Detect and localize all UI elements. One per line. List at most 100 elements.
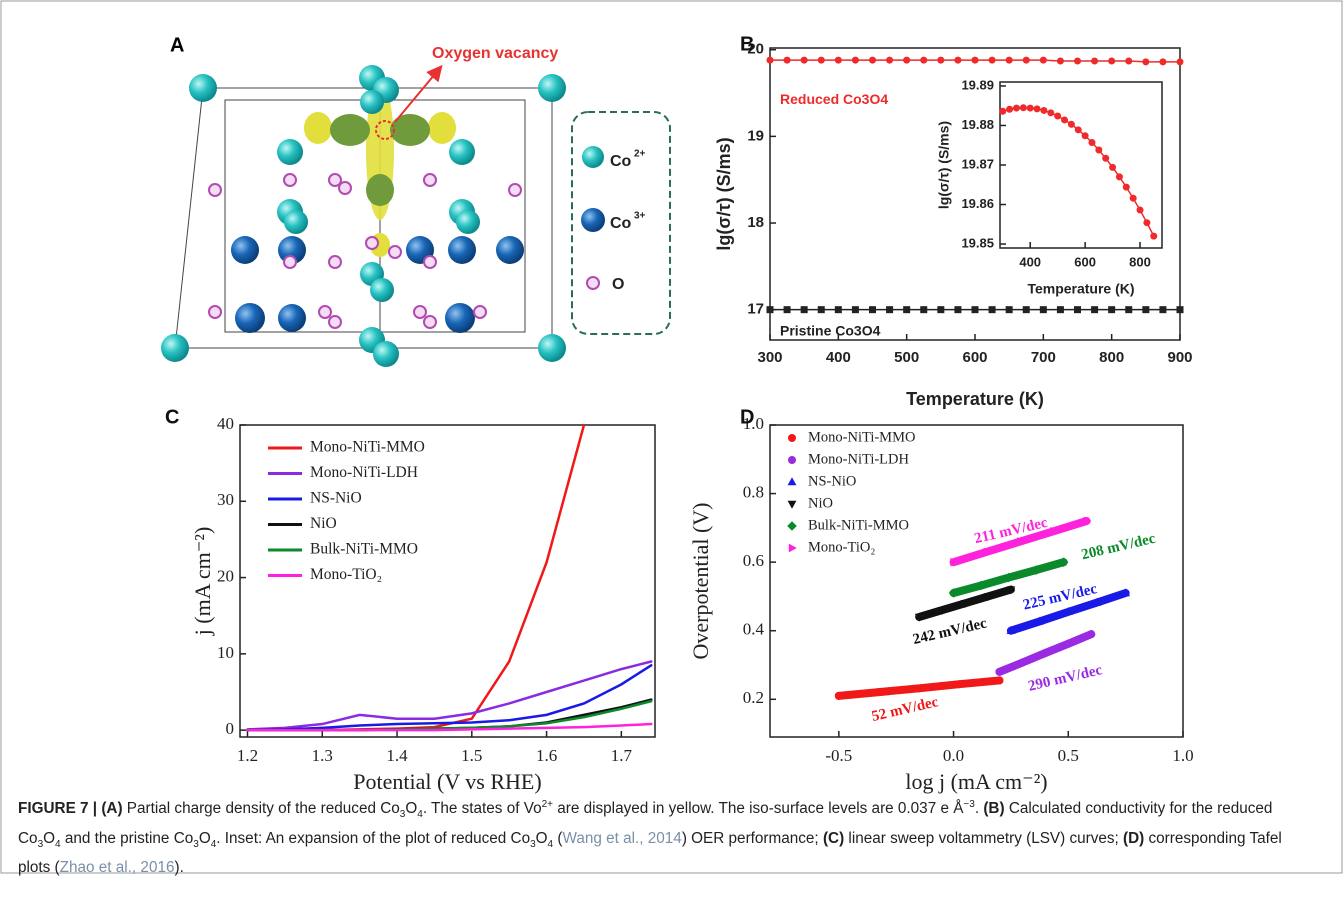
marker: [1006, 625, 1016, 634]
caption-normal: Calculated conductivity for the reduced …: [18, 800, 1273, 847]
marker: [1033, 105, 1041, 113]
marker: [834, 56, 842, 64]
x-tick-label: 1.6: [536, 746, 557, 765]
marker: [787, 500, 797, 509]
marker: [903, 56, 911, 64]
marker: [995, 676, 1004, 685]
marker: [954, 306, 962, 314]
marker: [955, 680, 964, 689]
caption-normal: and the pristine Co: [60, 829, 194, 847]
x-tick-label: 400: [826, 349, 851, 366]
marker: [1047, 109, 1055, 117]
caption-normal: O: [535, 829, 548, 847]
marker: [1125, 57, 1133, 65]
y-tick-label: 19.87: [961, 156, 994, 171]
caption-link[interactable]: Wang et al., 2014: [562, 829, 682, 847]
marker: [1115, 173, 1123, 181]
caption-sub: 4: [417, 809, 423, 821]
caption: FIGURE 7 | (A) Partial charge density of…: [18, 793, 1318, 880]
marker: [1150, 232, 1158, 240]
series-label: Reduced Co3O4: [780, 91, 888, 107]
y-tick-label: 20: [747, 41, 764, 58]
marker: [1041, 649, 1050, 657]
marker: [995, 667, 1004, 676]
legend-text: O: [612, 276, 624, 293]
x-tick-label: 1.5: [461, 746, 482, 765]
y-axis-label: j (mA cm⁻²): [190, 527, 215, 637]
marker: [834, 691, 843, 700]
marker: [783, 56, 791, 64]
figure-frame: [0, 0, 1343, 874]
caption-normal: O: [198, 829, 211, 847]
marker: [1136, 206, 1144, 214]
marker: [1006, 105, 1014, 113]
marker: [1095, 146, 1103, 154]
y-tick-label: 40: [217, 414, 234, 433]
caption-sub: 3: [193, 838, 199, 850]
caption-sub: 3: [530, 838, 536, 850]
caption-normal: .: [974, 800, 984, 818]
marker: [869, 56, 876, 64]
annotation: Oxygen vacancy: [432, 45, 558, 62]
line: [246, 660, 653, 731]
marker: [1122, 183, 1130, 191]
legend-superscript: 2+: [634, 149, 646, 160]
caption-normal: . Inset: An expansion of the plot of red…: [216, 829, 531, 847]
marker: [971, 306, 979, 314]
legend-label: NiO: [808, 495, 833, 511]
marker: [1102, 154, 1110, 162]
marker: [1005, 306, 1013, 314]
plot-area: [769, 424, 1184, 738]
marker: [903, 306, 911, 314]
y-tick-label: 30: [217, 490, 234, 509]
legend-label: Mono-TiO₂: [310, 566, 382, 583]
legend-superscript: 3+: [634, 211, 646, 222]
marker: [851, 306, 859, 314]
marker: [937, 606, 947, 615]
legend-label: Mono-NiTi-MMO: [808, 429, 915, 445]
y-tick-label: 17: [747, 301, 764, 318]
marker: [1142, 306, 1150, 314]
marker: [1159, 306, 1167, 314]
caption-bold: (D): [1123, 829, 1145, 847]
marker: [788, 456, 796, 464]
marker: [1005, 56, 1013, 64]
marker: [766, 306, 774, 314]
caption-sub: 3: [399, 809, 406, 821]
marker: [948, 588, 959, 598]
legend-label: Mono-NiTi-LDH: [808, 451, 910, 467]
marker: [1003, 572, 1014, 583]
marker: [920, 306, 928, 314]
y-tick-label: 0.8: [743, 482, 764, 501]
y-tick-label: 0.2: [743, 688, 764, 707]
marker: [1058, 557, 1069, 567]
x-tick-label: 600: [962, 349, 987, 366]
y-tick-label: 19.88: [961, 117, 994, 132]
marker: [1109, 163, 1117, 171]
x-tick-label: -0.5: [825, 746, 852, 765]
y-tick-label: 20: [217, 566, 234, 585]
x-axis-label: log j (mA cm⁻²): [905, 769, 1047, 794]
marker: [988, 306, 996, 314]
marker: [800, 56, 808, 64]
marker: [976, 580, 986, 591]
legend-label: Mono-NiTi-LDH: [310, 464, 418, 481]
caption-sub: 4: [547, 838, 554, 850]
marker: [1125, 306, 1133, 314]
marker: [787, 521, 797, 531]
marker: [1012, 104, 1020, 112]
marker: [1081, 132, 1089, 140]
x-axis-label: Temperature (K): [906, 389, 1044, 409]
caption-link[interactable]: Zhao et al., 2016: [59, 859, 175, 877]
marker: [1035, 616, 1044, 625]
marker: [1142, 58, 1150, 66]
marker: [1074, 57, 1081, 65]
marker: [1067, 120, 1075, 128]
caption-normal: ) OER performance;: [681, 829, 823, 847]
caption-bold: FIGURE 7 | (A): [18, 800, 123, 818]
marker: [983, 547, 992, 557]
y-tick-label: 10: [217, 643, 234, 662]
marker: [817, 306, 825, 314]
